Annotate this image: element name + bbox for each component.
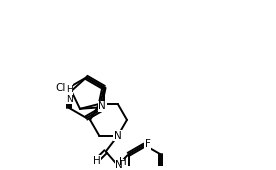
Text: N: N — [114, 131, 122, 141]
Text: Cl: Cl — [55, 83, 66, 92]
Text: O: O — [92, 156, 101, 166]
Text: H: H — [93, 156, 100, 166]
Text: H
N: H N — [66, 85, 73, 104]
Text: N: N — [115, 160, 123, 170]
Text: N: N — [98, 101, 106, 112]
Text: F: F — [145, 139, 151, 149]
Text: H: H — [119, 157, 127, 167]
